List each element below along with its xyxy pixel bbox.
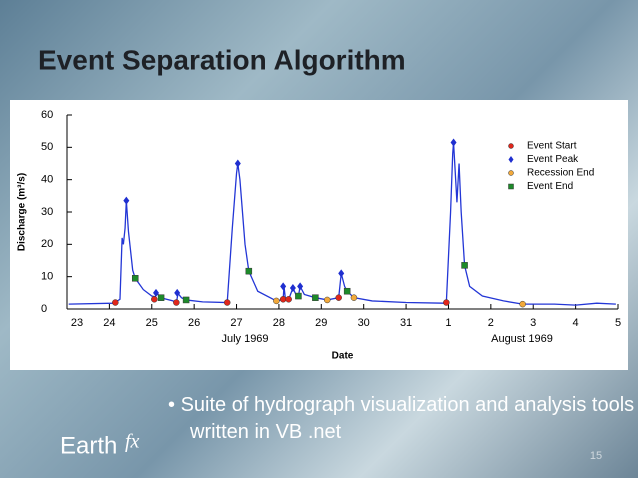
month-label: August 1969: [491, 333, 553, 345]
x-tick-label: 2: [488, 317, 494, 329]
event-marker: [279, 296, 287, 303]
event-marker: [123, 196, 130, 205]
event-marker: [297, 282, 304, 291]
y-tick-label: 30: [41, 206, 53, 218]
x-tick-label: 26: [188, 317, 200, 329]
logo: Earth: [60, 432, 117, 459]
y-tick-label: 20: [41, 238, 53, 250]
legend-swatch: [508, 156, 514, 163]
x-tick-label: 24: [103, 317, 115, 329]
event-marker: [450, 138, 457, 147]
event-marker: [151, 296, 158, 303]
x-tick-label: 27: [230, 317, 242, 329]
x-tick-label: 25: [146, 317, 158, 329]
event-marker: [335, 294, 342, 301]
event-marker: [289, 283, 296, 292]
legend-swatch: [508, 143, 514, 149]
event-marker: [157, 294, 165, 301]
y-tick-label: 40: [41, 174, 53, 186]
event-marker: [182, 296, 190, 304]
event-marker: [153, 288, 160, 297]
event-marker: [234, 159, 241, 168]
y-axis-label: Discharge (m³/s): [17, 173, 28, 251]
event-marker: [245, 267, 253, 275]
event-marker: [295, 292, 302, 300]
chart-panel: [10, 100, 628, 370]
event-marker: [443, 299, 450, 306]
event-marker: [112, 299, 119, 306]
bullet-text: Suite of hydrograph visualization and an…: [180, 394, 635, 443]
bullet: • Suite of hydrograph visualization and …: [168, 394, 635, 443]
event-marker: [350, 294, 358, 301]
event-marker: [173, 299, 180, 306]
event-marker: [323, 296, 331, 304]
x-tick-label: 28: [273, 317, 285, 329]
legend-swatch: [508, 170, 514, 176]
x-tick-label: 29: [315, 317, 327, 329]
legend-swatch: [508, 183, 514, 190]
event-marker: [285, 296, 292, 303]
slide-title: Event Separation Algorithm: [38, 44, 406, 75]
y-tick-label: 50: [41, 141, 53, 153]
legend-label: Event Start: [527, 141, 577, 152]
event-marker: [519, 300, 526, 308]
y-tick-label: 10: [41, 271, 53, 283]
event-marker: [174, 288, 181, 297]
y-tick-label: 60: [41, 109, 53, 121]
event-marker: [461, 262, 468, 269]
x-tick-label: 4: [573, 317, 579, 329]
legend-label: Recession End: [527, 168, 594, 179]
event-marker: [131, 275, 139, 282]
x-tick-label: 3: [530, 317, 536, 329]
x-axis-label: Date: [332, 351, 354, 362]
y-tick-label: 0: [41, 303, 47, 315]
event-marker: [280, 282, 287, 291]
event-marker: [273, 297, 280, 305]
month-label: July 1969: [221, 333, 268, 345]
event-marker: [223, 299, 231, 306]
x-tick-label: 1: [445, 317, 451, 329]
event-marker: [343, 287, 351, 295]
legend-label: Event End: [527, 181, 573, 192]
x-tick-label: 31: [400, 317, 412, 329]
x-tick-label: 30: [358, 317, 370, 329]
legend-label: Event Peak: [527, 154, 579, 165]
event-marker: [312, 294, 319, 301]
x-tick-label: 5: [615, 317, 621, 329]
logo-suffix: fx: [125, 431, 140, 453]
x-tick-label: 23: [71, 317, 83, 329]
event-marker: [338, 269, 345, 278]
page-number: 15: [590, 450, 602, 462]
